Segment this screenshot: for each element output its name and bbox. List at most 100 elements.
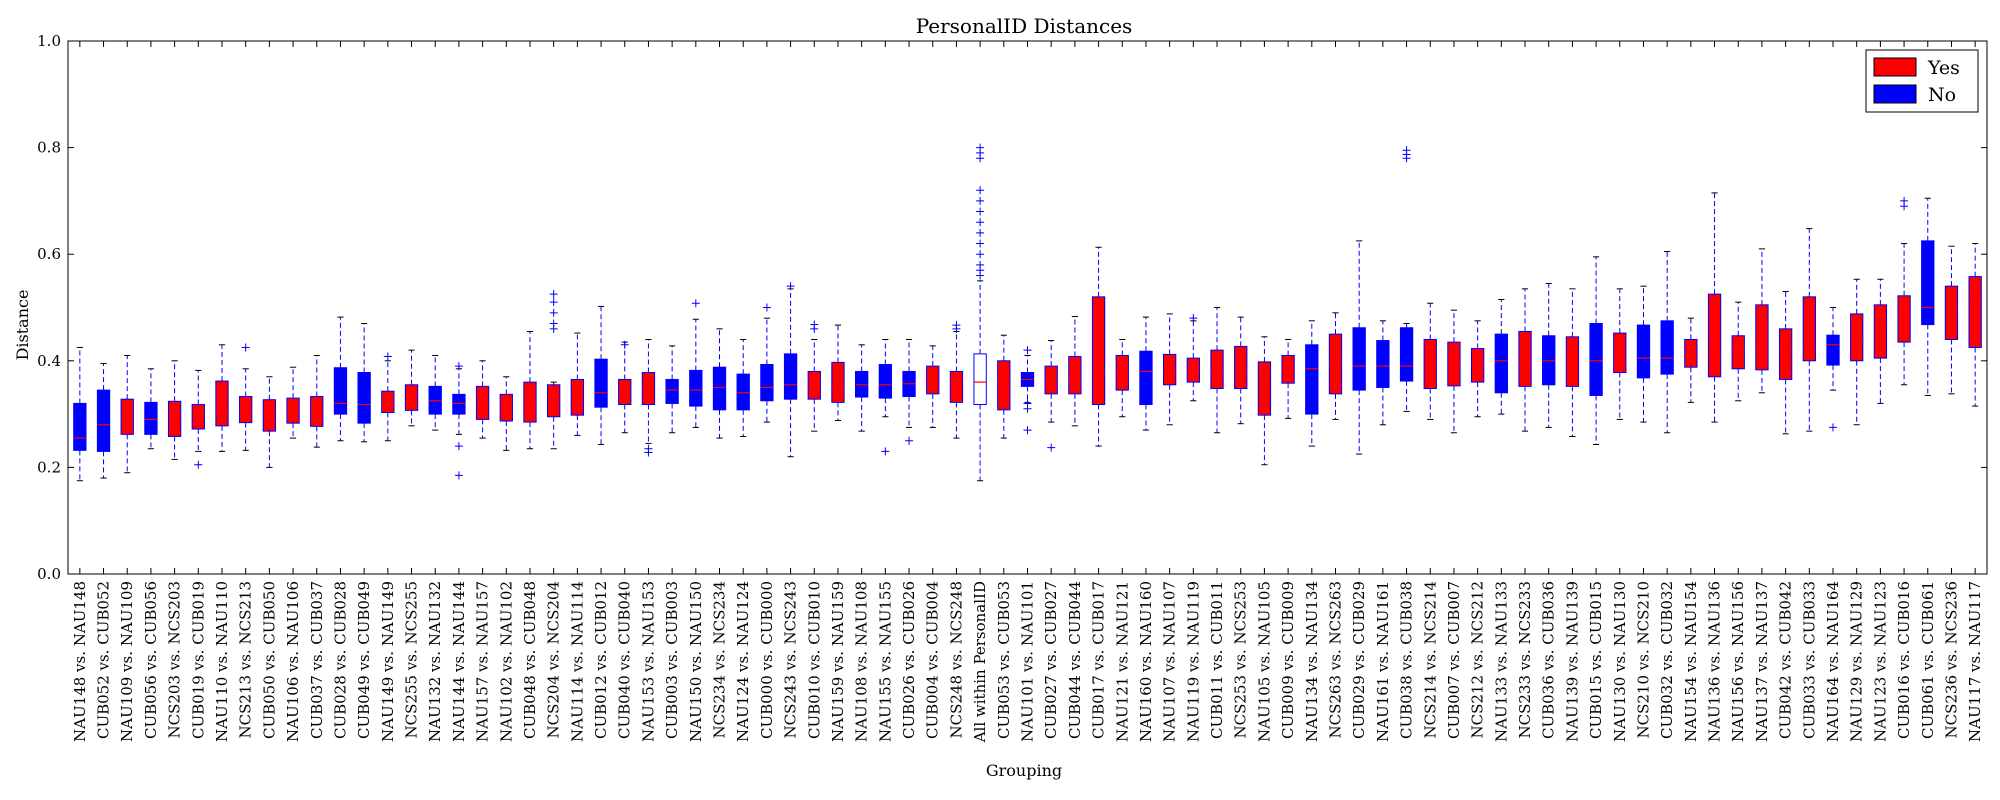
box-44 <box>1091 246 1106 447</box>
box-54 <box>1328 312 1343 420</box>
box-38 <box>949 321 964 439</box>
outlier-point <box>620 340 629 349</box>
x-tick-label: NAU150 vs. NAU150 <box>687 581 705 742</box>
x-tick-label: CUB009 vs. CUB009 <box>1279 581 1297 739</box>
x-tick-label: NCS233 vs. NCS233 <box>1516 581 1534 739</box>
box-42 <box>1044 340 1058 452</box>
box-15 <box>404 349 419 427</box>
box-10 <box>286 366 300 439</box>
box-48 <box>1186 314 1200 402</box>
box-77 <box>1873 278 1888 404</box>
box-body <box>760 364 774 402</box>
x-tick-label: NAU154 vs. NAU154 <box>1682 581 1700 742</box>
x-tick-label: NAU137 vs. NAU137 <box>1753 581 1771 742</box>
box-4 <box>144 368 158 450</box>
box-body <box>1944 285 1959 340</box>
box-20 <box>523 330 537 450</box>
box-8 <box>239 343 253 451</box>
box-body <box>1613 332 1627 374</box>
x-tick-label: NAU123 vs. NAU123 <box>1871 581 1889 742</box>
x-tick-label: NAU102 vs. NAU102 <box>497 581 515 742</box>
box-56 <box>1376 320 1390 426</box>
x-tick-label: NAU134 vs. NAU134 <box>1303 581 1321 742</box>
box-body <box>1423 338 1437 390</box>
box-body <box>1162 353 1177 386</box>
outlier-point <box>952 321 961 330</box>
box-33 <box>831 324 845 421</box>
box-body <box>736 373 750 411</box>
box-body <box>641 372 656 406</box>
x-tick-label: CUB029 vs. CUB029 <box>1350 581 1368 739</box>
box-78 <box>1897 196 1911 386</box>
box-body <box>949 370 964 403</box>
legend-swatch-no <box>1873 84 1917 104</box>
box-body <box>1399 327 1414 382</box>
x-tick-label: NCS213 vs. NCS213 <box>237 581 255 739</box>
x-tick-label: NCS204 vs. NCS204 <box>545 581 563 739</box>
x-tick-label: CUB038 vs. CUB038 <box>1398 581 1416 739</box>
box-55 <box>1352 240 1366 455</box>
box-body <box>357 372 371 424</box>
box-35 <box>878 338 893 456</box>
box-body <box>1115 354 1129 391</box>
outlier-point <box>454 471 463 480</box>
box-6 <box>191 369 205 469</box>
x-tick-label: NAU114 vs. NAU114 <box>568 581 586 742</box>
box-39 <box>973 143 987 482</box>
outlier-point <box>905 436 914 445</box>
outlier-point <box>1402 146 1411 155</box>
box-body <box>1139 350 1153 406</box>
x-tick-label: CUB053 vs. CUB053 <box>995 581 1013 739</box>
x-axis-label: Grouping <box>986 761 1062 780</box>
y-tick-label: 0.0 <box>37 565 61 583</box>
x-tick-label: CUB044 vs. CUB044 <box>1066 581 1084 739</box>
outlier-point <box>1189 314 1198 323</box>
box-body <box>1328 333 1343 395</box>
y-tick-label: 0.4 <box>37 352 61 370</box>
box-63 <box>1542 283 1556 428</box>
x-tick-label: CUB004 vs. CUB004 <box>924 581 942 739</box>
x-tick-label: NAU161 vs. NAU161 <box>1374 581 1392 742</box>
x-tick-label: CUB032 vs. CUB032 <box>1658 581 1676 739</box>
x-tick-label: CUB061 vs. CUB061 <box>1919 581 1937 739</box>
box-body <box>1707 293 1722 378</box>
x-tick-label: NAU105 vs. NAU105 <box>1255 581 1273 742</box>
x-tick-label: CUB028 vs. CUB028 <box>331 581 349 739</box>
box-75 <box>1826 307 1840 432</box>
box-62 <box>1518 288 1532 432</box>
x-tick-label: CUB016 vs. CUB016 <box>1895 581 1913 739</box>
box-58 <box>1423 302 1437 420</box>
box-60 <box>1470 320 1485 418</box>
plot-area: 0.0 0.2 0.4 0.6 0.8 1.0 NAU148 vs. NAU148 CUB05… <box>37 32 1988 743</box>
x-tick-label: NCS210 vs. NCS210 <box>1634 581 1652 739</box>
axes-frame <box>67 40 1988 575</box>
box-14 <box>381 352 395 442</box>
box-body <box>712 366 727 411</box>
outlier-point <box>786 282 795 291</box>
x-tick-label: NCS236 vs. NCS236 <box>1942 581 1960 739</box>
box-37 <box>926 345 940 428</box>
outlier-point <box>976 207 985 216</box>
legend-label-no: No <box>1928 84 1956 106</box>
box-31 <box>783 282 798 458</box>
box-52 <box>1281 338 1295 419</box>
box-64 <box>1565 288 1580 437</box>
box-body <box>926 365 940 395</box>
box-72 <box>1755 248 1769 394</box>
box-body <box>144 401 158 435</box>
x-tick-label: CUB003 vs. CUB003 <box>663 581 681 739</box>
x-tick-label: NAU139 vs. NAU139 <box>1563 581 1581 742</box>
legend-swatch-yes <box>1873 57 1917 77</box>
x-tick-label: NCS253 vs. NCS253 <box>1232 581 1250 739</box>
box-body <box>1660 320 1674 375</box>
y-tick-label: 1.0 <box>37 32 61 50</box>
x-tick-label: NAU121 vs. NAU121 <box>1113 581 1131 742</box>
outlier-point <box>383 352 392 361</box>
outlier-point <box>976 250 985 259</box>
x-tick-label: All within PersonalID <box>971 581 989 743</box>
x-tick-label: CUB048 vs. CUB048 <box>521 581 539 739</box>
x-tick-label: NAU132 vs. NAU132 <box>426 581 444 742</box>
x-tick-label: NAU144 vs. NAU144 <box>450 581 468 742</box>
box-9 <box>262 376 277 468</box>
box-67 <box>1636 285 1651 423</box>
